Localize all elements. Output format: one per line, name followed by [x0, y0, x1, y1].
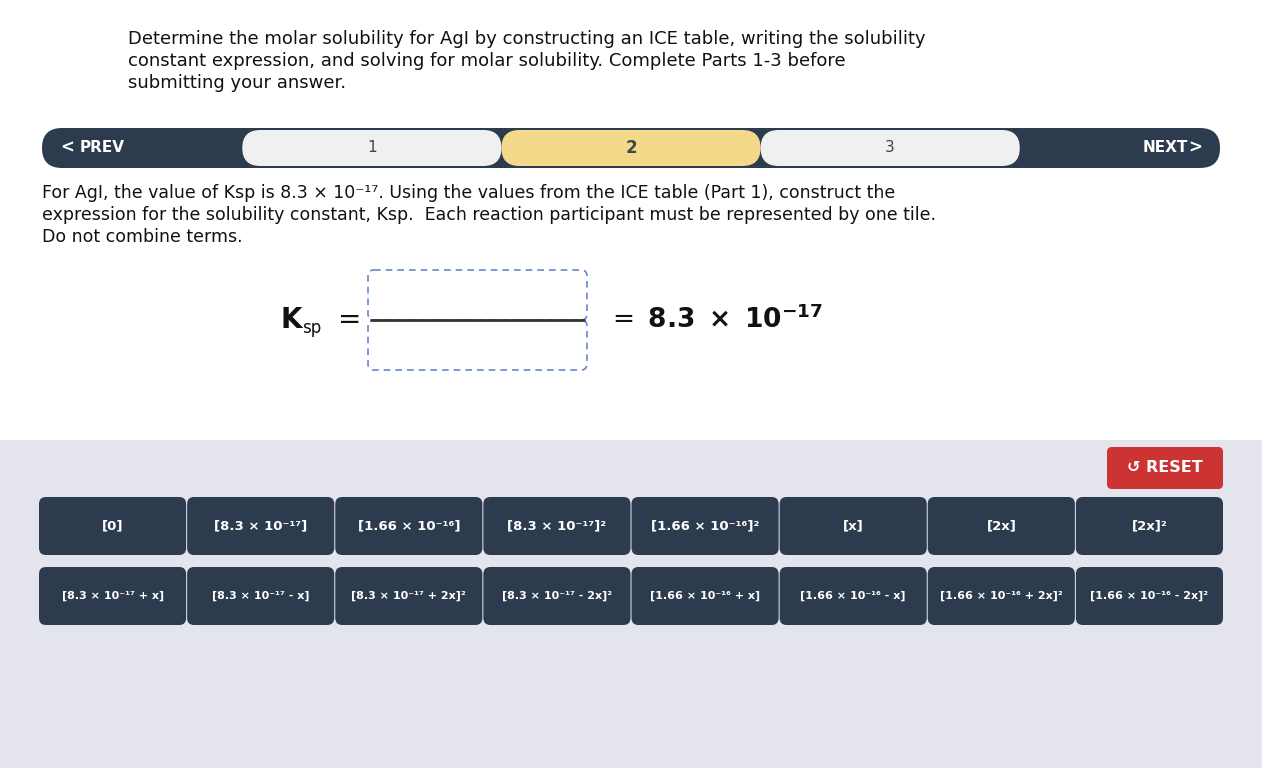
FancyBboxPatch shape — [0, 440, 1262, 768]
Text: [2x]²: [2x]² — [1132, 519, 1167, 532]
FancyBboxPatch shape — [761, 130, 1020, 166]
FancyBboxPatch shape — [483, 567, 631, 625]
FancyBboxPatch shape — [483, 497, 631, 555]
Text: <: < — [61, 139, 74, 157]
Text: NEXT: NEXT — [1142, 141, 1188, 155]
FancyBboxPatch shape — [0, 0, 1262, 440]
Text: =: = — [338, 306, 361, 334]
Text: ↺ RESET: ↺ RESET — [1127, 461, 1203, 475]
Text: 3: 3 — [885, 141, 895, 155]
Text: Do not combine terms.: Do not combine terms. — [42, 228, 242, 246]
FancyBboxPatch shape — [369, 270, 587, 320]
Text: sp: sp — [302, 319, 322, 337]
Text: [1.66 × 10⁻¹⁶]²: [1.66 × 10⁻¹⁶]² — [651, 519, 760, 532]
Text: >: > — [1188, 139, 1201, 157]
FancyBboxPatch shape — [39, 567, 186, 625]
Text: 2: 2 — [625, 139, 637, 157]
Text: 1: 1 — [367, 141, 376, 155]
Text: [8.3 × 10⁻¹⁷]²: [8.3 × 10⁻¹⁷]² — [507, 519, 607, 532]
FancyBboxPatch shape — [1076, 497, 1223, 555]
Text: [1.66 × 10⁻¹⁶]: [1.66 × 10⁻¹⁶] — [357, 519, 461, 532]
Text: [1.66 × 10⁻¹⁶ + 2x]²: [1.66 × 10⁻¹⁶ + 2x]² — [940, 591, 1063, 601]
FancyBboxPatch shape — [501, 130, 761, 166]
Text: [8.3 × 10⁻¹⁷ + 2x]²: [8.3 × 10⁻¹⁷ + 2x]² — [351, 591, 466, 601]
FancyBboxPatch shape — [928, 497, 1075, 555]
FancyBboxPatch shape — [1076, 567, 1223, 625]
Text: [1.66 × 10⁻¹⁶ - x]: [1.66 × 10⁻¹⁶ - x] — [800, 591, 906, 601]
Text: Determine the molar solubility for AgI by constructing an ICE table, writing the: Determine the molar solubility for AgI b… — [127, 30, 925, 48]
FancyBboxPatch shape — [187, 497, 334, 555]
Text: [x]: [x] — [843, 519, 863, 532]
FancyBboxPatch shape — [336, 567, 482, 625]
Text: [8.3 × 10⁻¹⁷ + x]: [8.3 × 10⁻¹⁷ + x] — [62, 591, 164, 601]
Text: expression for the solubility constant, Ksp.  Each reaction participant must be : expression for the solubility constant, … — [42, 206, 936, 224]
FancyBboxPatch shape — [187, 567, 334, 625]
FancyBboxPatch shape — [1107, 447, 1223, 489]
Text: submitting your answer.: submitting your answer. — [127, 74, 346, 92]
Text: [1.66 × 10⁻¹⁶ + x]: [1.66 × 10⁻¹⁶ + x] — [650, 591, 760, 601]
FancyBboxPatch shape — [242, 130, 501, 166]
FancyBboxPatch shape — [336, 497, 482, 555]
Text: $=\ \mathbf{8.3\ \times\ 10^{-17}}$: $=\ \mathbf{8.3\ \times\ 10^{-17}}$ — [607, 306, 823, 334]
Text: $\mathbf{K}$: $\mathbf{K}$ — [280, 306, 304, 334]
Text: [8.3 × 10⁻¹⁷ - x]: [8.3 × 10⁻¹⁷ - x] — [212, 591, 309, 601]
Text: [0]: [0] — [102, 519, 124, 532]
FancyBboxPatch shape — [928, 567, 1075, 625]
FancyBboxPatch shape — [39, 497, 186, 555]
Text: [1.66 × 10⁻¹⁶ - 2x]²: [1.66 × 10⁻¹⁶ - 2x]² — [1090, 591, 1209, 601]
FancyBboxPatch shape — [369, 320, 587, 370]
Text: [2x]: [2x] — [987, 519, 1016, 532]
FancyBboxPatch shape — [780, 497, 926, 555]
Text: constant expression, and solving for molar solubility. Complete Parts 1-3 before: constant expression, and solving for mol… — [127, 52, 846, 70]
Text: PREV: PREV — [80, 141, 125, 155]
FancyBboxPatch shape — [780, 567, 926, 625]
Text: [8.3 × 10⁻¹⁷]: [8.3 × 10⁻¹⁷] — [215, 519, 308, 532]
FancyBboxPatch shape — [42, 128, 1220, 168]
Text: [8.3 × 10⁻¹⁷ - 2x]²: [8.3 × 10⁻¹⁷ - 2x]² — [502, 591, 612, 601]
FancyBboxPatch shape — [631, 567, 779, 625]
Text: For AgI, the value of Ksp is 8.3 × 10⁻¹⁷. Using the values from the ICE table (P: For AgI, the value of Ksp is 8.3 × 10⁻¹⁷… — [42, 184, 895, 202]
FancyBboxPatch shape — [631, 497, 779, 555]
